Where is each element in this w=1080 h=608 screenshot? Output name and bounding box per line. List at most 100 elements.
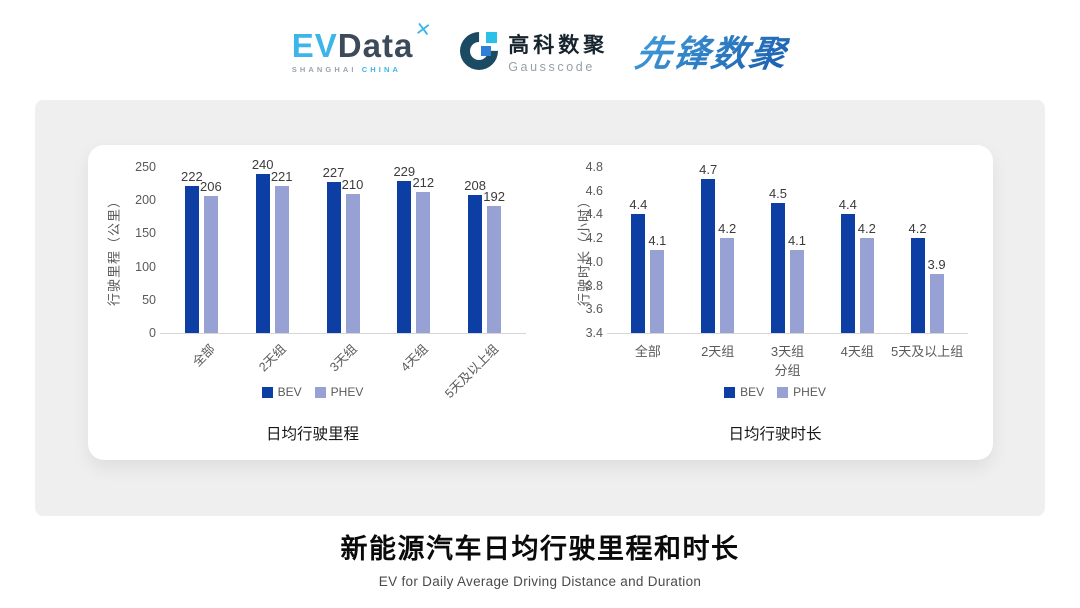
y-tick-label: 4.0 [585, 254, 603, 269]
bar-bev [771, 202, 785, 333]
y-tick-label: 3.4 [585, 326, 603, 340]
bar-value-label: 4.4 [629, 197, 648, 213]
bar-bev [397, 180, 412, 333]
page-subtitle: EV for Daily Average Driving Distance an… [378, 574, 702, 589]
bar-value-label: 229 [393, 163, 416, 179]
evdata-logo: EV Data ✕ SHANGHAI CHINA [291, 18, 434, 74]
legend-label: PHEV [330, 385, 364, 399]
x-tick-label: 全部 [190, 341, 219, 370]
legend-swatch-icon [261, 386, 273, 398]
bar-value-label: 4.4 [838, 197, 857, 213]
y-tick-label: 3.6 [585, 302, 603, 317]
evdata-wordmark-ev: EV [291, 26, 338, 64]
y-tick-label: 200 [135, 193, 156, 208]
footer: 新能源汽车日均行驶里程和时长 EV for Daily Average Driv… [0, 527, 1080, 589]
y-tick-label: 250 [135, 160, 156, 174]
legend-swatch-icon [777, 386, 789, 398]
bar-phev [720, 238, 735, 333]
evdata-subtext-shanghai: SHANGHAI [291, 64, 357, 74]
legend-label: BEV [740, 385, 765, 399]
bar-value-label: 3.9 [927, 256, 946, 272]
bar-bev [701, 178, 716, 333]
pioneer-logo-text: 先锋数聚 [632, 25, 792, 77]
legend-swatch-icon [314, 386, 326, 398]
gausscode-g-icon [452, 24, 507, 78]
legend-item-bev: BEV [261, 385, 302, 399]
gausscode-name-en: Gausscode [508, 59, 595, 74]
bar-value-label: 227 [322, 165, 345, 181]
x-axis-line [160, 333, 526, 334]
x-tick-label: 2天组 [256, 341, 289, 375]
bar-value-label: 221 [270, 169, 293, 185]
bar-bev [910, 238, 925, 333]
legend: BEV PHEV [570, 385, 980, 399]
gausscode-cyan-square-shape [486, 32, 498, 43]
bar-value-label: 4.5 [768, 185, 788, 201]
x-tick-label: 3天组 [770, 344, 805, 359]
y-tick-label: 3.8 [585, 278, 603, 293]
bar-phev [929, 273, 944, 333]
chart-panel: 行驶里程（公里） 0 50 100 150 200 250 222 206 全部 240 221 2天组… [35, 100, 1045, 516]
legend: BEV PHEV [100, 385, 525, 399]
bar-phev [416, 192, 431, 333]
y-tick-label: 4.4 [585, 207, 603, 222]
chart-daily-distance: 行驶里程（公里） 0 50 100 150 200 250 222 206 全部 240 221 2天组… [100, 145, 526, 460]
x-tick-label: 2天组 [701, 344, 735, 359]
bar-phev [859, 238, 874, 333]
legend-item-bev: BEV [724, 385, 764, 399]
bar-value-label: 4.1 [648, 233, 667, 248]
bar-bev [184, 185, 199, 333]
chart-daily-duration: 行驶时长（小时） 3.4 3.6 3.8 4.0 4.2 4.4 4.6 4.8 4.4 4.1 全部… [570, 145, 980, 460]
x-tick-label: 4天组 [840, 344, 874, 359]
pioneer-logo: 先锋数聚 [633, 25, 792, 77]
x-tick-label: 4天组 [398, 341, 431, 375]
gausscode-blue-square-shape [481, 46, 492, 56]
x-tick-label: 3天组 [327, 341, 360, 375]
bar-value-label: 192 [483, 188, 505, 204]
legend-swatch-icon [724, 386, 736, 398]
bar-phev [487, 205, 502, 333]
y-tick-label: 50 [142, 292, 156, 307]
evdata-wordmark-data: Data [337, 26, 414, 64]
x-axis-title: 分组 [774, 363, 801, 378]
evdata-subtext: SHANGHAI CHINA [292, 65, 401, 74]
bar-value-label: 4.2 [857, 221, 876, 237]
y-axis-title: 行驶里程（公里） [106, 193, 122, 307]
bar-value-label: 222 [181, 168, 203, 184]
bar-value-label: 4.2 [908, 221, 927, 237]
bar-bev [326, 182, 341, 333]
bar-value-label: 206 [200, 179, 222, 195]
legend-label: PHEV [793, 385, 826, 399]
chart-title: 日均行驶里程 [265, 426, 359, 443]
page-title: 新能源汽车日均行驶里程和时长 [340, 534, 740, 564]
bar-value-label: 4.1 [787, 233, 807, 248]
bar-bev [255, 173, 270, 333]
bar-phev [345, 193, 360, 333]
bar-bev [468, 194, 483, 333]
gausscode-text: 高科数聚 Gausscode [508, 29, 608, 74]
y-tick-label: 4.2 [585, 231, 603, 246]
legend-item-phev: PHEV [314, 385, 364, 399]
bar-phev [203, 196, 218, 333]
evdata-wordmark: EV Data ✕ [291, 18, 434, 64]
y-tick-label: 4.8 [585, 160, 603, 174]
y-tick-label: 100 [135, 259, 156, 274]
bar-phev [790, 250, 804, 333]
legend-label: BEV [277, 385, 302, 399]
chart-card: 行驶里程（公里） 0 50 100 150 200 250 222 206 全部 240 221 2天组… [88, 145, 993, 460]
bar-value-label: 4.7 [699, 161, 718, 177]
bar-value-label: 212 [412, 175, 435, 191]
gausscode-logo: 高科数聚 Gausscode [452, 24, 608, 78]
y-tick-label: 150 [135, 226, 156, 241]
gausscode-ring-shape [452, 24, 507, 78]
x-tick-label: 5天及以上组 [890, 344, 964, 359]
header-logos: EV Data ✕ SHANGHAI CHINA 高科数聚 Gausscode … [0, 16, 1080, 86]
bar-value-label: 4.2 [718, 221, 737, 237]
gausscode-name-cn: 高科数聚 [508, 33, 609, 57]
bar-phev [650, 250, 665, 333]
evdata-star-icon: ✕ [413, 18, 434, 42]
x-axis-line [607, 333, 968, 334]
legend-item-phev: PHEV [777, 385, 826, 399]
bar-bev [631, 214, 646, 333]
